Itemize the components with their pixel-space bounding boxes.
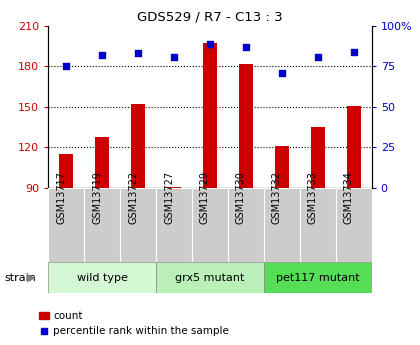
Text: GSM13734: GSM13734 <box>344 171 354 224</box>
Text: ▶: ▶ <box>27 273 36 283</box>
Point <box>315 54 321 59</box>
Bar <box>131 104 145 188</box>
Bar <box>239 64 253 188</box>
Text: pet117 mutant: pet117 mutant <box>276 273 360 283</box>
Text: GDS529 / R7 - C13 : 3: GDS529 / R7 - C13 : 3 <box>137 10 283 23</box>
Point <box>99 52 105 58</box>
Text: GSM13729: GSM13729 <box>200 171 210 224</box>
Text: GSM13722: GSM13722 <box>128 171 138 224</box>
Point <box>278 70 285 76</box>
Bar <box>48 262 156 293</box>
Bar <box>59 154 74 188</box>
Point <box>63 63 70 69</box>
Bar <box>228 188 264 262</box>
Bar <box>264 262 372 293</box>
Bar <box>192 188 228 262</box>
Text: GSM13733: GSM13733 <box>308 171 318 224</box>
Text: grx5 mutant: grx5 mutant <box>175 273 245 283</box>
Point <box>207 41 213 47</box>
Text: GSM13727: GSM13727 <box>164 171 174 224</box>
Bar <box>346 106 361 188</box>
Bar <box>156 188 192 262</box>
Bar <box>156 262 264 293</box>
Point <box>243 44 249 50</box>
Point <box>350 49 357 55</box>
Bar <box>311 127 325 188</box>
Text: GSM13732: GSM13732 <box>272 171 282 224</box>
Point <box>135 51 142 56</box>
Bar <box>300 188 336 262</box>
Text: GSM13719: GSM13719 <box>92 171 102 224</box>
Bar <box>167 187 181 188</box>
Bar <box>84 188 120 262</box>
Point <box>171 54 177 59</box>
Text: GSM13730: GSM13730 <box>236 171 246 224</box>
Bar <box>264 188 300 262</box>
Bar <box>120 188 156 262</box>
Text: wild type: wild type <box>77 273 128 283</box>
Text: strain: strain <box>4 273 36 283</box>
Bar <box>48 188 84 262</box>
Bar <box>336 188 372 262</box>
Bar <box>275 146 289 188</box>
Text: GSM13717: GSM13717 <box>56 171 66 224</box>
Bar <box>203 43 217 188</box>
Legend: count, percentile rank within the sample: count, percentile rank within the sample <box>39 311 229 336</box>
Bar <box>95 137 109 188</box>
